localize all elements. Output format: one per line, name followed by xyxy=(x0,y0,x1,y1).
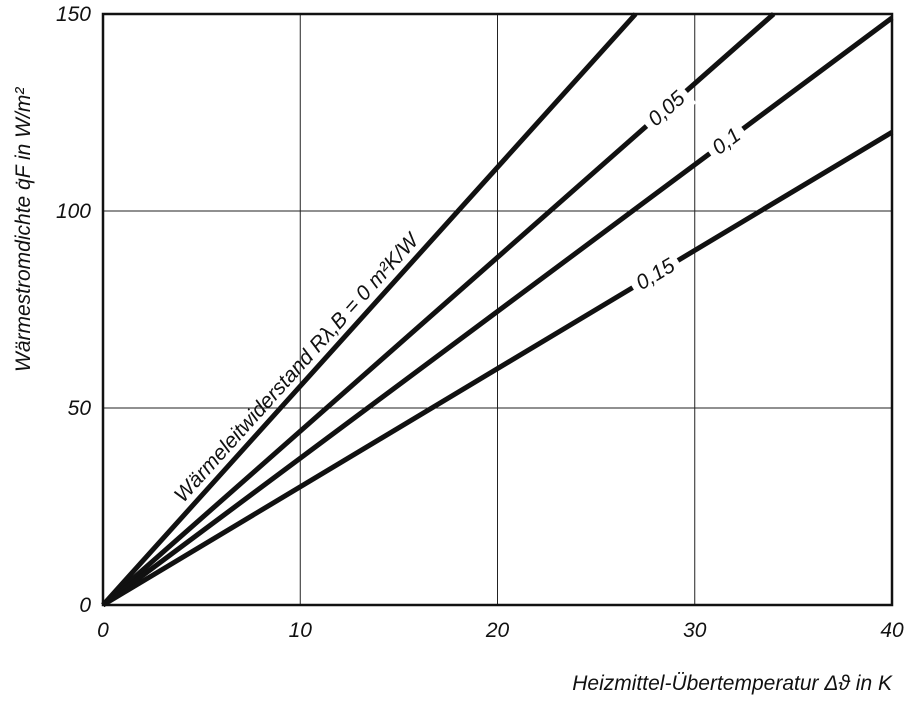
y-axis-label: Wärmestromdichte q̇F in W/m² xyxy=(12,87,35,372)
plot-border xyxy=(101,12,894,607)
grid xyxy=(103,14,892,605)
y-tick-label: 50 xyxy=(68,397,92,420)
plot-frame xyxy=(101,12,894,607)
y-tick-labels: 0 50 100 150 xyxy=(56,3,91,617)
series-label-1: Wärmeleitwiderstand Rλ,B = 0 m²K/W xyxy=(170,228,425,507)
y-tick-label: 0 xyxy=(79,594,91,617)
x-tick-label: 30 xyxy=(683,619,707,642)
x-tick-label: 40 xyxy=(880,619,904,642)
series-line-4 xyxy=(101,130,894,608)
x-tick-label: 0 xyxy=(97,619,109,642)
y-tick-label: 100 xyxy=(56,200,91,223)
x-tick-label: 20 xyxy=(485,619,510,642)
series-label-gap-4 xyxy=(627,252,686,301)
series-lines xyxy=(101,12,894,608)
series-label-gap-2 xyxy=(640,83,697,138)
y-tick-label: 150 xyxy=(56,3,91,26)
x-tick-label: 10 xyxy=(289,619,313,642)
series-line-3 xyxy=(101,15,894,608)
series-labels: Wärmeleitwiderstand Rλ,B = 0 m²K/W0,050,… xyxy=(170,83,753,507)
x-tick-labels: 0 10 20 30 40 xyxy=(97,619,904,642)
x-axis-label: Heizmittel-Übertemperatur Δϑ in K xyxy=(572,672,893,695)
series-line-1 xyxy=(101,12,638,607)
series-label-gap-3 xyxy=(704,121,753,166)
